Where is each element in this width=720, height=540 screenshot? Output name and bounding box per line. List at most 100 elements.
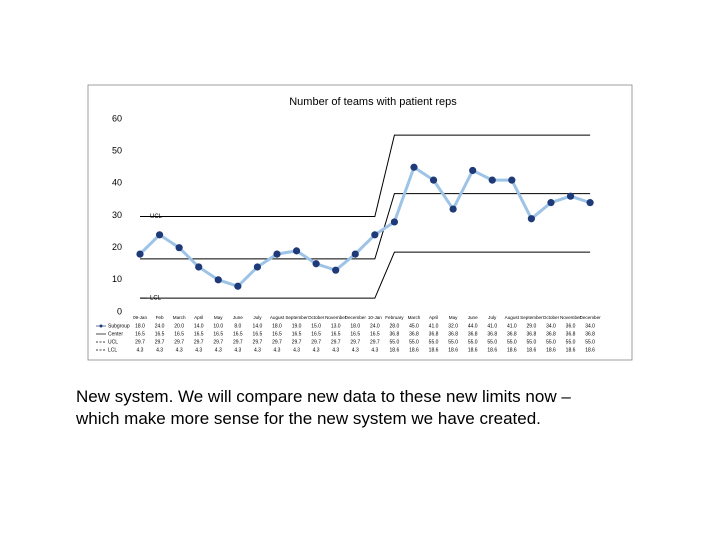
table-value: 41.0 [507, 323, 517, 329]
table-value: 4.3 [195, 347, 202, 353]
y-tick-label: 30 [112, 210, 122, 220]
table-value: 34.0 [546, 323, 556, 329]
caption: New system. We will compare new data to … [76, 387, 571, 428]
subgroup-point [390, 218, 399, 226]
y-tick-label: 60 [112, 113, 122, 123]
subgroup-point [410, 163, 418, 171]
category-label: November [560, 315, 582, 320]
table-value: 29.7 [292, 339, 302, 345]
table-value: 36.0 [566, 323, 576, 329]
subgroup-point [547, 199, 555, 207]
y-tick-label: 10 [112, 274, 122, 284]
table-value: 10.0 [213, 323, 223, 329]
table-value: 4.3 [254, 347, 261, 353]
table-value: 55.0 [566, 339, 576, 345]
subgroup-point [175, 244, 183, 252]
chart: Number of teams with patient reps 0 10 20 3… [87, 84, 633, 361]
table-value: 36.8 [507, 331, 517, 337]
table-value: 44.0 [468, 323, 478, 329]
y-tick-label: 20 [112, 242, 122, 252]
table-value: 16.5 [311, 331, 321, 337]
table-value: 28.0 [390, 323, 400, 329]
table-value: 16.5 [350, 331, 360, 337]
chart-title: Number of teams with patient reps [289, 96, 457, 108]
table-value: 19.0 [292, 323, 302, 329]
table-value: 55.0 [409, 339, 419, 345]
table-legend-label: Center [108, 331, 123, 337]
table-value: 29.7 [311, 339, 321, 345]
table-value: 4.3 [215, 347, 222, 353]
table-value: 55.0 [546, 339, 556, 345]
table-value: 16.5 [135, 331, 145, 337]
subgroup-point [469, 166, 477, 175]
table-value: 16.5 [155, 331, 165, 337]
table-value: 55.0 [390, 339, 400, 345]
table-value: 16.5 [253, 331, 263, 337]
category-label: 09-Jan [133, 315, 147, 320]
table-value: 55.0 [585, 339, 595, 345]
table-value: 36.8 [546, 331, 556, 337]
table-value: 18.6 [585, 347, 595, 353]
subgroup-point [488, 176, 496, 184]
table-value: 36.8 [390, 331, 400, 337]
category-label: August [270, 315, 285, 320]
table-value: 16.5 [174, 331, 184, 337]
table-value: 18.0 [272, 323, 282, 329]
table-legend-label: UCL [108, 339, 118, 345]
table-value: 4.3 [176, 347, 183, 353]
subgroup-point [253, 263, 262, 271]
table-value: 4.3 [156, 347, 163, 353]
table-value: 18.6 [507, 347, 517, 353]
table-value: 18.6 [468, 347, 478, 353]
table-value: 4.3 [274, 347, 281, 353]
table-value: 18.0 [135, 323, 145, 329]
table-value: 29.7 [194, 339, 204, 345]
subgroup-point [351, 250, 359, 258]
category-label: May [214, 315, 223, 320]
subgroup-point [527, 215, 536, 223]
table-value: 18.0 [350, 323, 360, 329]
table-value: 29.0 [527, 323, 537, 329]
table-value: 29.7 [272, 339, 282, 345]
category-label: August [505, 315, 520, 320]
table-value: 29.7 [135, 339, 145, 345]
table-legend-label: LCL [108, 347, 117, 353]
category-label: March [408, 315, 421, 320]
table-value: 29.7 [331, 339, 341, 345]
subgroup-point [508, 176, 516, 184]
table-value: 14.0 [194, 323, 204, 329]
table-value: 8.0 [234, 323, 241, 329]
table-value: 36.8 [429, 331, 439, 337]
subgroup-point [292, 247, 301, 255]
category-label: 10-Jan [368, 315, 382, 320]
subgroup-point [449, 205, 457, 213]
table-value: 55.0 [468, 339, 478, 345]
table-value: 24.0 [370, 323, 380, 329]
limit-label: LCL [150, 296, 162, 302]
table-value: 4.3 [371, 347, 378, 353]
category-label: September [520, 315, 543, 320]
table-value: 4.3 [137, 347, 144, 353]
category-label: Feb [156, 315, 164, 320]
table-value: 18.6 [448, 347, 458, 353]
table-value: 36.8 [409, 331, 419, 337]
subgroup-point [371, 231, 379, 239]
table-value: 55.0 [487, 339, 497, 345]
table-value: 18.6 [566, 347, 576, 353]
y-tick-label: 0 [117, 306, 122, 316]
subgroup-line [138, 164, 591, 288]
category-label: June [233, 315, 243, 320]
table-value: 29.7 [174, 339, 184, 345]
control-line [140, 193, 591, 260]
table-value: 41.0 [429, 323, 439, 329]
subgroup-point [214, 276, 222, 284]
table-value: 55.0 [448, 339, 458, 345]
table-legend-marker [99, 324, 103, 328]
chart-frame [87, 84, 633, 361]
table-value: 4.3 [313, 347, 320, 353]
table-value: 4.3 [234, 347, 241, 353]
table-value: 45.0 [409, 323, 419, 329]
table-value: 20.0 [174, 323, 184, 329]
table-value: 16.5 [292, 331, 302, 337]
table-value: 14.0 [253, 323, 263, 329]
